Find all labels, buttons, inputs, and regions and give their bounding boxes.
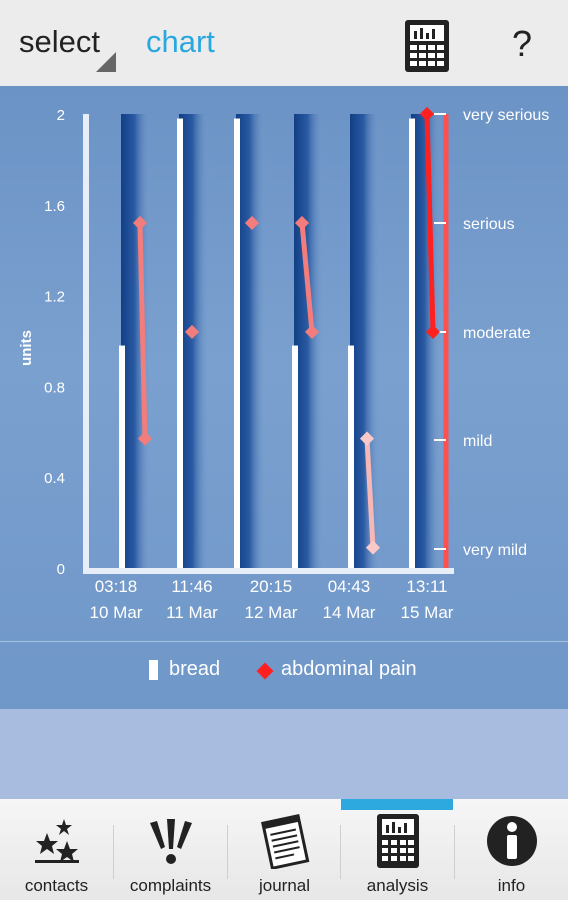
empty-area: [0, 709, 568, 799]
time-band: [411, 114, 441, 568]
chart-title: chart: [146, 24, 215, 59]
x-tick-time: 04:43: [328, 577, 371, 596]
time-band: [179, 114, 209, 568]
x-axis-line: [83, 568, 454, 574]
pain-line: [137, 220, 148, 442]
bread-bar: [177, 118, 183, 568]
time-band: [294, 114, 324, 568]
pain-marker: [294, 215, 310, 231]
y-axis-line: [83, 114, 89, 574]
dropdown-triangle-icon[interactable]: [96, 52, 116, 72]
nav-divider: [113, 825, 114, 879]
stars-icon: [35, 819, 79, 863]
severity-label: moderate: [463, 325, 531, 342]
x-tick-date: 12 Mar: [245, 603, 298, 622]
y-axis-title: units: [18, 330, 35, 366]
x-tick-date: 11 Mar: [166, 603, 218, 622]
bread-bar: [119, 345, 125, 568]
pain-swatch-diamond-icon: [256, 662, 274, 680]
pain-marker: [425, 324, 441, 339]
pain-marker: [419, 106, 435, 122]
pain-marker: [132, 215, 148, 231]
severity-label: very serious: [463, 107, 549, 124]
nav-label-complaints: complaints: [129, 876, 212, 895]
nav-label-analysis: analysis: [366, 876, 429, 895]
pain-line: [299, 220, 315, 335]
help-button[interactable]: ?: [511, 23, 533, 64]
calculator-icon: [405, 20, 449, 72]
nav-label-info: info: [497, 876, 526, 895]
pain-marker: [137, 431, 153, 446]
pain-marker: [184, 324, 200, 339]
y-tick-label: 1.2: [44, 289, 65, 306]
y-tick-label: 0.4: [44, 470, 65, 487]
x-tick-time: 13:11: [406, 577, 447, 596]
pain-marker: [359, 431, 375, 446]
pain-marker: [365, 540, 381, 555]
legend: bread abdominal pain: [0, 641, 568, 709]
nav-divider: [227, 825, 228, 879]
x-tick-time: 03:18: [95, 577, 138, 596]
calculator-button[interactable]: [404, 19, 450, 73]
action-bar: select chart ?: [0, 0, 568, 86]
pain-marker: [244, 215, 260, 231]
severity-label: serious: [463, 216, 515, 233]
y-tick-label: 2: [57, 107, 65, 124]
y-tick-label: 1.6: [44, 198, 65, 215]
info-icon: [487, 816, 537, 866]
pain-line: [364, 436, 376, 551]
y-tick-label: 0.8: [44, 379, 65, 396]
chart: 0 0.4 0.8 1.2 1.6 2 units very mild mild moderate…: [18, 106, 549, 622]
bread-bar: [348, 345, 354, 568]
active-tab-indicator: [341, 799, 453, 810]
bread-bar: [409, 118, 415, 568]
nav-complaints[interactable]: complaints: [114, 799, 227, 900]
bread-bar: [292, 345, 298, 568]
bread-swatch: [149, 660, 158, 680]
nav-info[interactable]: info: [455, 799, 568, 900]
pain-marker: [304, 324, 320, 339]
time-band: [350, 114, 380, 568]
nav-label-journal: journal: [258, 876, 311, 895]
x-tick-date: 10 Mar: [90, 603, 143, 622]
nav-divider: [340, 825, 341, 879]
severity-label: mild: [463, 433, 492, 450]
y-tick-label: 0: [57, 561, 65, 578]
x-tick-date: 15 Mar: [401, 603, 454, 622]
nav-analysis[interactable]: analysis: [341, 799, 454, 900]
legend-bread-label: bread: [169, 658, 221, 680]
severity-label: very mild: [463, 542, 527, 559]
x-tick-time: 20:15: [250, 577, 293, 596]
time-band: [236, 114, 266, 568]
nav-journal[interactable]: journal: [228, 799, 341, 900]
x-tick-date: 14 Mar: [323, 603, 376, 622]
time-band: [121, 114, 151, 568]
nav-label-contacts: contacts: [24, 876, 89, 895]
select-label[interactable]: select: [19, 24, 100, 59]
nav-divider: [454, 825, 455, 879]
chart-panel: 0 0.4 0.8 1.2 1.6 2 units very mild mild moderate…: [0, 86, 568, 709]
notepad-icon: [261, 813, 310, 869]
legend-pain-label: abdominal pain: [281, 658, 417, 680]
bottom-nav: contacts complaints journal: [0, 799, 568, 900]
calculator-icon: [377, 814, 419, 868]
x-tick-time: 11:46: [171, 577, 212, 596]
nav-contacts[interactable]: contacts: [0, 799, 113, 900]
pain-line: [424, 111, 436, 335]
bread-bar: [234, 118, 240, 568]
exclamation-burst-icon: [150, 819, 192, 864]
